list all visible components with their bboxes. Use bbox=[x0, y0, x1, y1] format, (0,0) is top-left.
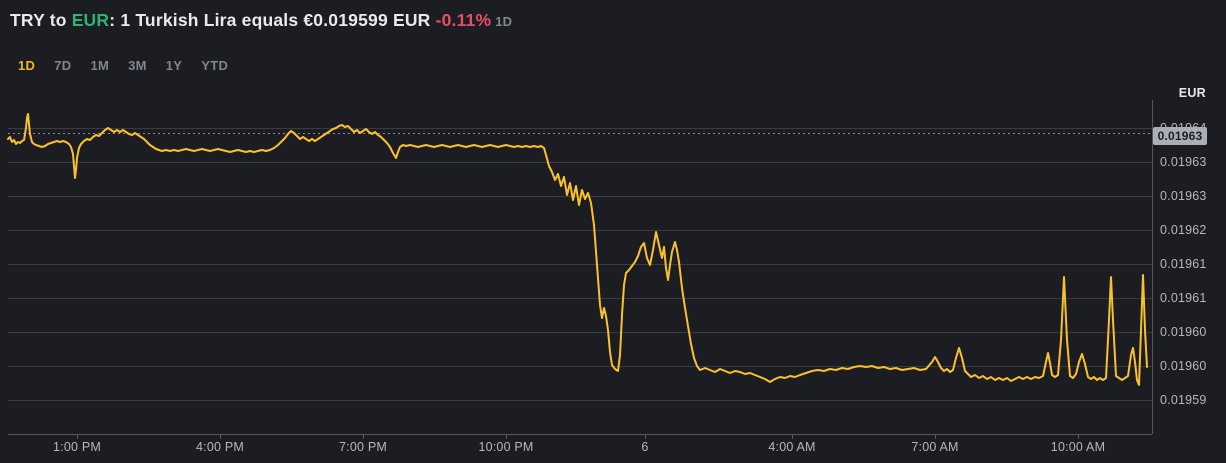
x-axis-label: 7:00 PM bbox=[339, 440, 387, 454]
y-axis-label: 0.01962 bbox=[1160, 223, 1207, 237]
x-axis-label: 4:00 PM bbox=[196, 440, 244, 454]
x-axis-label: 1:00 PM bbox=[53, 440, 101, 454]
page-title: TRY to EUR: 1 Turkish Lira equals €0.019… bbox=[10, 10, 512, 31]
price-change-percent: -0.11% bbox=[435, 10, 492, 30]
title-description: : 1 Turkish Lira equals €0.019599 EUR bbox=[109, 10, 436, 30]
range-tab-1m[interactable]: 1M bbox=[90, 58, 110, 73]
y-axis-label: 0.01961 bbox=[1160, 291, 1207, 305]
y-axis-label: 0.01959 bbox=[1160, 393, 1207, 407]
y-axis-label: 0.01963 bbox=[1160, 155, 1207, 169]
title-period-label: 1D bbox=[495, 14, 513, 29]
range-tab-3m[interactable]: 3M bbox=[128, 58, 147, 73]
price-line-series bbox=[7, 113, 1148, 386]
x-axis-label: 6 bbox=[641, 440, 649, 454]
x-axis-label: 10:00 PM bbox=[478, 440, 534, 454]
title-quote-currency: EUR bbox=[71, 10, 110, 30]
previous-close-badge: 0.01963 bbox=[1153, 127, 1207, 145]
range-tab-1y[interactable]: 1Y bbox=[165, 58, 183, 73]
range-tab-ytd[interactable]: YTD bbox=[201, 58, 229, 73]
title-pair-prefix: TRY to bbox=[10, 10, 72, 30]
time-range-tabs: 1D 7D 1M 3M 1Y YTD bbox=[18, 56, 228, 75]
range-tab-1d[interactable]: 1D bbox=[18, 58, 36, 73]
y-axis-label: 0.01960 bbox=[1160, 325, 1207, 339]
x-axis-label: 7:00 AM bbox=[911, 440, 959, 454]
y-axis-title: EUR bbox=[1178, 86, 1206, 100]
y-axis-label: 0.01961 bbox=[1160, 257, 1207, 271]
x-axis-label: 4:00 AM bbox=[768, 440, 816, 454]
y-axis-label: 0.01963 bbox=[1160, 189, 1207, 203]
y-axis-label: 0.01960 bbox=[1160, 359, 1207, 373]
range-tab-7d[interactable]: 7D bbox=[54, 58, 72, 73]
x-axis-label: 10:00 AM bbox=[1050, 440, 1106, 454]
